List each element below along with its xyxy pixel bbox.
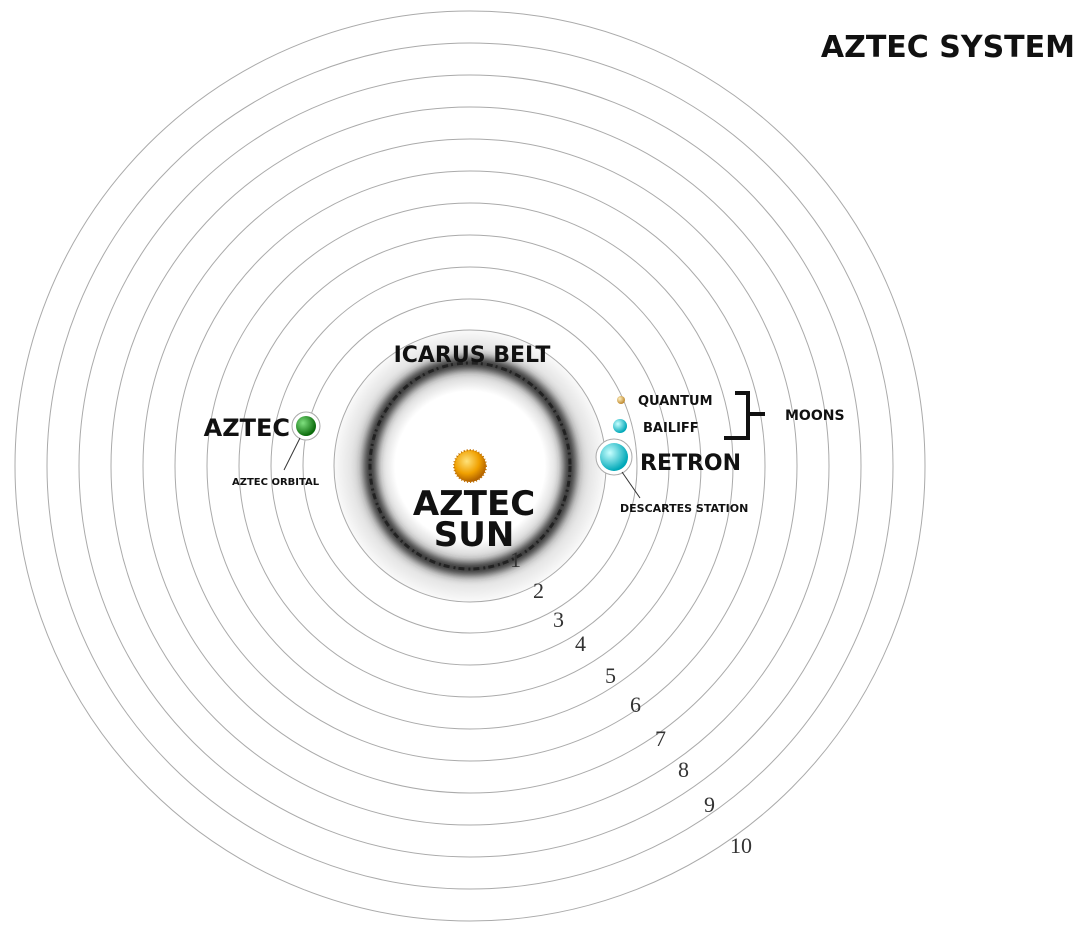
leader-line: [283, 437, 301, 471]
orbit-number: 10: [730, 833, 752, 858]
belt-rocks: [368, 361, 572, 571]
moon-quantum: [617, 396, 625, 404]
sun-label: SUN: [434, 515, 515, 555]
orbit-number: 8: [678, 757, 689, 782]
orbit-ring: [142, 138, 798, 794]
sun: [453, 449, 487, 483]
orbit-ring: [270, 266, 670, 666]
orbit-number: 9: [704, 792, 715, 817]
orbit-number: 1: [510, 547, 521, 572]
moon-bailiff: [613, 419, 627, 433]
orbit-ring: [14, 10, 926, 922]
moon-label: QUANTUM: [638, 394, 713, 409]
orbit-ring: [110, 106, 830, 826]
moons-bracket: [724, 391, 765, 440]
orbit-ring: [206, 202, 734, 730]
orbit-ring: [46, 42, 894, 890]
orbit-ring: [238, 234, 702, 698]
sun-label: AZTEC: [413, 484, 535, 524]
moon-label: BAILIFF: [643, 421, 699, 436]
orbit-rings: [14, 10, 926, 922]
orbit-number: 3: [553, 607, 564, 632]
orbit-number: 4: [575, 631, 586, 656]
leader-line: [621, 471, 641, 499]
orbit-ring: [78, 74, 862, 858]
orbit-number: 6: [630, 692, 641, 717]
planet-aztec: [296, 416, 316, 436]
planet-retron: [600, 443, 628, 471]
belt-label: ICARUS BELT: [394, 343, 551, 368]
orbit-ring: [174, 170, 766, 762]
orbit-number: 5: [605, 663, 616, 688]
title: AZTEC SYSTEM: [821, 30, 1075, 65]
moons-label: MOONS: [785, 408, 845, 424]
station-label: AZTEC ORBITAL: [232, 477, 320, 488]
planet-label: AZTEC: [204, 414, 290, 442]
station-label: DESCARTES STATION: [620, 502, 748, 515]
orbit-ring: [302, 298, 638, 634]
orbit-number: 2: [533, 578, 544, 603]
planet-label: RETRON: [640, 451, 741, 476]
orbit-number: 7: [655, 726, 666, 751]
